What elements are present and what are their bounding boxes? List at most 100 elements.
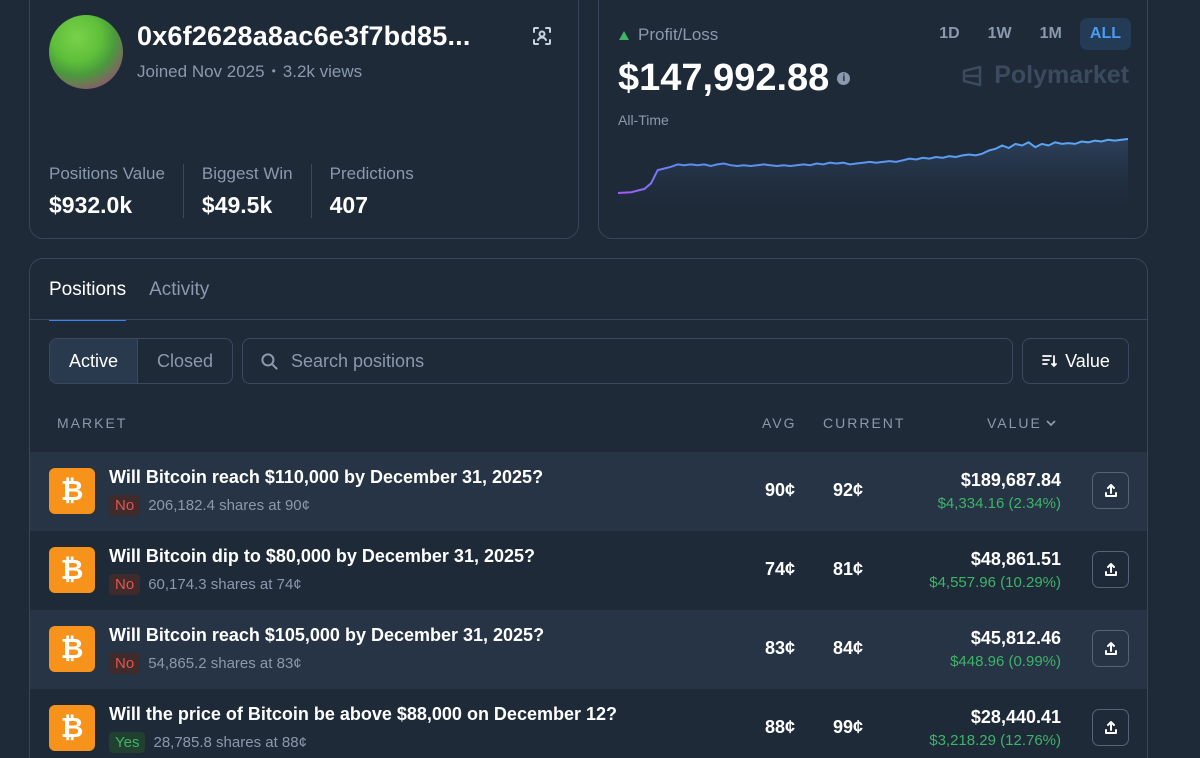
table-row[interactable]: ₿ Will Bitcoin reach $110,000 by Decembe… (30, 452, 1147, 531)
avg-price: 83¢ (764, 638, 795, 658)
tab-activity[interactable]: Activity (149, 279, 210, 300)
search-box (242, 338, 1013, 384)
scan-icon[interactable] (530, 24, 554, 48)
sort-label: Value (1065, 350, 1110, 371)
stat-label: Predictions (329, 164, 414, 183)
filter-active-button[interactable]: Active (50, 339, 138, 383)
filter-closed-button[interactable]: Closed (156, 350, 214, 371)
positions-card: Positions Activity Active Closed Value M… (29, 258, 1148, 758)
polymarket-icon (962, 65, 982, 86)
pnl-chart (617, 138, 1129, 211)
tabs: Positions Activity (49, 279, 232, 321)
tab-positions[interactable]: Positions (49, 279, 127, 321)
pnl-label: Profit/Loss (638, 25, 719, 44)
positions-table: ₿ Will Bitcoin reach $110,000 by Decembe… (30, 452, 1147, 758)
joined-date: Joined Nov 2025 (137, 62, 265, 81)
current-price: 99¢ (832, 717, 863, 737)
chevron-down-icon (1046, 420, 1056, 427)
search-input[interactable] (291, 350, 971, 372)
position-meta: No 60,174.3 shares at 74¢ (109, 574, 302, 595)
stat-label: Biggest Win (201, 164, 293, 183)
position-value: $45,812.46 (970, 628, 1061, 648)
table-row[interactable]: ₿ Will Bitcoin dip to $80,000 by Decembe… (30, 531, 1147, 610)
current-price: 92¢ (832, 480, 863, 500)
view-count: 3.2k views (282, 62, 363, 81)
bitcoin-icon: ₿ (49, 705, 95, 751)
profile-meta: Joined Nov 2025 • 3.2k views (137, 62, 362, 82)
pnl-line (617, 138, 1129, 194)
share-icon (1104, 562, 1117, 576)
profile-card: 0x6f2628a8ac6e3f7bd85... Joined Nov 2025… (29, 0, 579, 239)
bitcoin-icon: ₿ (49, 468, 95, 514)
position-change: $4,334.16 (2.34%) (937, 495, 1061, 512)
position-meta: No 54,865.2 shares at 83¢ (109, 653, 302, 674)
brand-name: Polymarket (994, 61, 1129, 89)
profit-loss-card: Profit/Loss 1D 1W 1M ALL $147,992.88 i P… (598, 0, 1148, 239)
range-selector: 1D 1W 1M ALL (921, 18, 1131, 50)
header-value-label: VALUE (987, 415, 1042, 431)
pnl-value-row: $147,992.88 i (618, 57, 851, 100)
share-icon (1104, 641, 1117, 655)
shares-text: 54,865.2 shares at 83¢ (148, 655, 302, 672)
position-meta: Yes 28,785.8 shares at 88¢ (109, 732, 307, 753)
share-button[interactable] (1092, 472, 1129, 509)
header-current[interactable]: CURRENT (823, 415, 906, 431)
position-change: $448.96 (0.99%) (950, 653, 1061, 670)
header-avg[interactable]: AVG (762, 415, 797, 431)
share-button[interactable] (1092, 709, 1129, 746)
outcome-badge: No (109, 574, 141, 595)
header-value[interactable]: VALUE (987, 415, 1058, 431)
position-value: $28,440.41 (970, 707, 1061, 727)
up-triangle-icon (619, 30, 629, 40)
position-value: $189,687.84 (960, 470, 1061, 490)
sort-icon (1042, 355, 1058, 368)
market-title[interactable]: Will Bitcoin dip to $80,000 by December … (109, 546, 535, 566)
outcome-badge: No (109, 495, 141, 516)
position-change: $3,218.29 (12.76%) (929, 732, 1061, 749)
status-filter: Active Closed (49, 338, 233, 384)
stat-predictions: Predictions 407 (330, 164, 432, 218)
range-1m[interactable]: 1M (1039, 25, 1062, 42)
share-button[interactable] (1092, 551, 1129, 588)
polymarket-logo: Polymarket (960, 61, 1129, 90)
share-icon (1104, 720, 1117, 734)
current-price: 84¢ (832, 638, 863, 658)
market-title[interactable]: Will Bitcoin reach $110,000 by December … (109, 467, 544, 487)
share-icon (1104, 483, 1117, 497)
range-1w[interactable]: 1W (987, 25, 1012, 42)
outcome-badge: No (109, 653, 141, 674)
shares-text: 60,174.3 shares at 74¢ (148, 576, 302, 593)
shares-text: 206,182.4 shares at 90¢ (148, 497, 310, 514)
current-price: 81¢ (832, 559, 863, 579)
table-row[interactable]: ₿ Will Bitcoin reach $105,000 by Decembe… (30, 610, 1147, 689)
bitcoin-icon: ₿ (49, 547, 95, 593)
avatar (49, 15, 123, 89)
avg-price: 74¢ (764, 559, 795, 579)
stat-value: $49.5k (201, 192, 273, 218)
market-title[interactable]: Will the price of Bitcoin be above $88,0… (109, 704, 617, 724)
wallet-address: 0x6f2628a8ac6e3f7bd85... (137, 21, 471, 51)
pnl-area (618, 139, 1128, 211)
search-icon (261, 352, 278, 370)
market-title[interactable]: Will Bitcoin reach $105,000 by December … (109, 625, 545, 645)
meta-separator: • (271, 64, 276, 78)
profile-stats: Positions Value $932.0k Biggest Win $49.… (49, 164, 450, 218)
pnl-value: $147,992.88 (618, 57, 830, 99)
stat-value: 407 (329, 192, 368, 218)
sort-button[interactable]: Value (1022, 338, 1129, 384)
pnl-header: Profit/Loss (619, 25, 718, 45)
avg-price: 90¢ (764, 480, 795, 500)
range-1d[interactable]: 1D (939, 25, 960, 42)
info-icon[interactable]: i (837, 72, 851, 85)
period-label: All-Time (618, 112, 669, 128)
stat-label: Positions Value (49, 164, 165, 183)
range-all[interactable]: ALL (1079, 18, 1131, 50)
avg-price: 88¢ (764, 717, 795, 737)
tabs-divider (30, 319, 1147, 320)
share-button[interactable] (1092, 630, 1129, 667)
outcome-badge: Yes (109, 732, 146, 753)
table-row[interactable]: ₿ Will the price of Bitcoin be above $88… (30, 689, 1147, 758)
stat-biggest-win: Biggest Win $49.5k (202, 164, 312, 218)
header-market[interactable]: MARKET (57, 415, 128, 431)
shares-text: 28,785.8 shares at 88¢ (153, 734, 307, 751)
